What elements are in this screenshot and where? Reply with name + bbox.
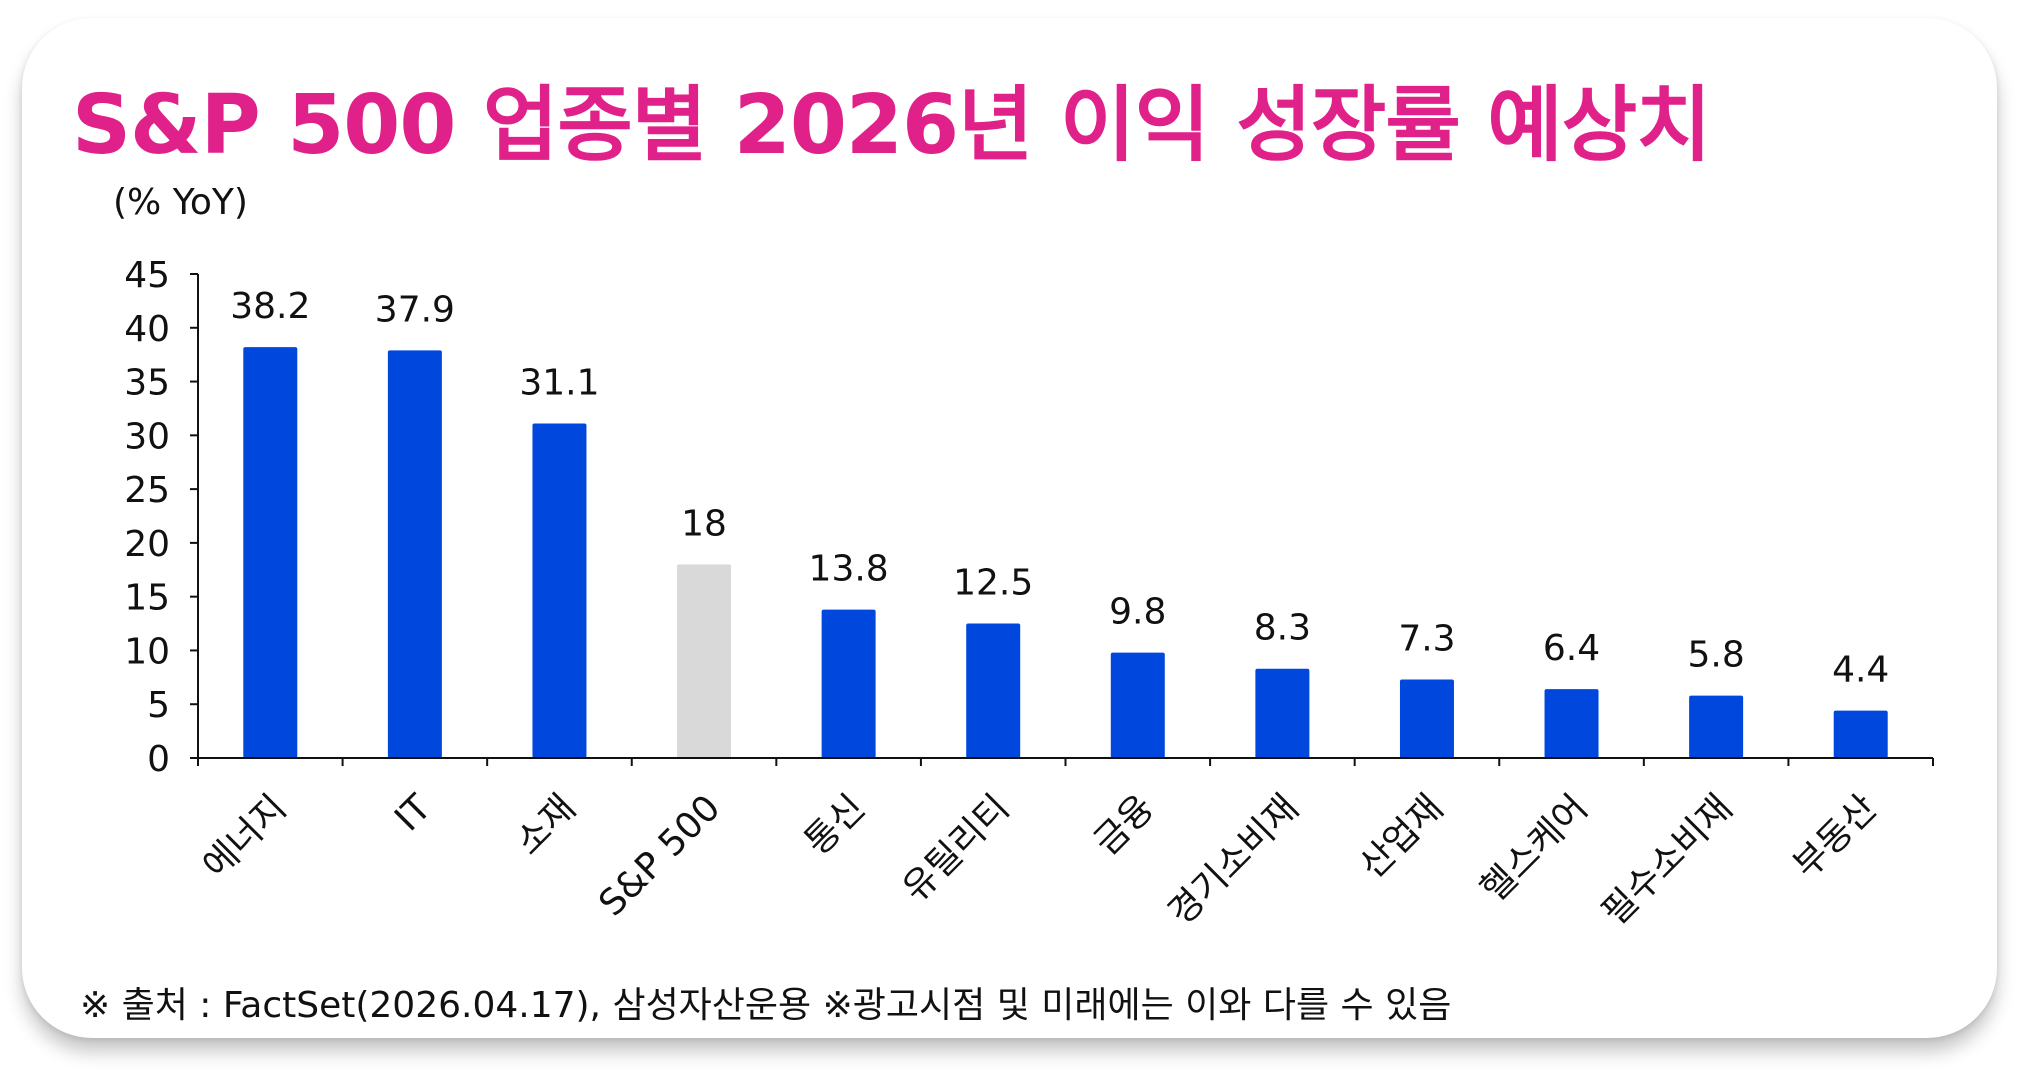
- y-tick-label: 40: [124, 309, 170, 350]
- bar: [243, 347, 298, 758]
- chart-card: [22, 18, 1997, 1038]
- y-tick-label: 5: [147, 685, 170, 726]
- bar: [1544, 689, 1599, 758]
- data-label: 18: [681, 503, 727, 544]
- x-tick-label: 헬스케어: [1473, 787, 1596, 910]
- value-labels: 38.2 37.9 31.1 18 13.8 12.5 9.8 8.3 7.3 6.4 5.8 4.4: [230, 286, 1889, 691]
- data-label: 5.8: [1687, 635, 1744, 676]
- x-tick-label: S&P 500: [591, 787, 728, 924]
- x-tick-label: IT: [387, 787, 440, 840]
- bar: [387, 350, 442, 758]
- y-tick-label: 15: [124, 578, 170, 619]
- x-tick-label: 통신: [797, 787, 873, 863]
- x-tick-label: 에너지: [195, 787, 294, 886]
- y-tick-label: 35: [124, 363, 170, 404]
- x-tick-label: 경기소비재: [1161, 787, 1307, 933]
- bar: [1255, 668, 1310, 758]
- y-tick-label: 30: [124, 416, 170, 457]
- data-label: 8.3: [1254, 608, 1311, 649]
- x-tick-label: 금융: [1086, 787, 1162, 863]
- x-tick-label: 유틸리티: [895, 787, 1018, 910]
- axes: [197, 274, 1934, 766]
- bar: [532, 423, 587, 758]
- bars: [243, 347, 1888, 758]
- data-label: 9.8: [1109, 592, 1166, 633]
- x-tick-label: 부동산: [1786, 787, 1885, 886]
- bar: [1110, 652, 1165, 758]
- y-tick-label: 20: [124, 524, 170, 565]
- y-tick-label: 45: [124, 255, 170, 296]
- bar: [966, 623, 1021, 758]
- bar: [821, 609, 876, 758]
- page-title: S&P 500 업종별 2026년 이익 성장률 예상치: [72, 78, 1712, 173]
- y-tick-label: 10: [124, 631, 170, 672]
- y-axis-ticks: 0 5 10 15 20 25 30 35 40 45: [124, 255, 198, 780]
- data-label: 7.3: [1398, 618, 1455, 659]
- bar: [1399, 679, 1454, 758]
- data-label: 38.2: [230, 286, 310, 327]
- x-tick-label: 필수소비재: [1594, 787, 1740, 933]
- bar: [1689, 695, 1744, 758]
- x-tick-label: 소재: [508, 787, 584, 863]
- data-label: 4.4: [1832, 650, 1889, 691]
- data-label: 12.5: [953, 563, 1033, 604]
- y-tick-label: 25: [124, 470, 170, 511]
- bar: [677, 564, 732, 758]
- data-label: 13.8: [809, 549, 889, 590]
- y-axis-unit-label: (% YoY): [113, 182, 248, 223]
- bar: [1833, 710, 1888, 758]
- y-tick-label: 0: [147, 739, 170, 780]
- source-footnote: ※ 출처 : FactSet(2026.04.17), 삼성자산운용 ※광고시점…: [80, 985, 1452, 1026]
- data-label: 6.4: [1543, 628, 1600, 669]
- data-label: 31.1: [519, 363, 599, 404]
- data-label: 37.9: [375, 289, 455, 330]
- x-tick-label: 산업재: [1352, 787, 1451, 886]
